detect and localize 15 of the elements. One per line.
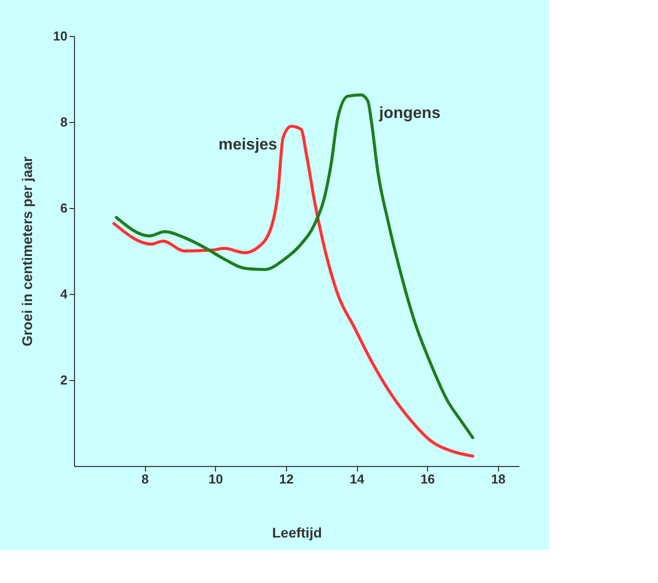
x-tick-label: 18: [491, 472, 506, 486]
x-axis-title: Leeftijd: [272, 524, 322, 540]
x-tick-label: 10: [208, 472, 224, 486]
x-tick-label: 12: [279, 472, 294, 486]
x-tick-label: 8: [142, 472, 149, 486]
series-label: jongens: [378, 104, 441, 122]
y-tick-label: 2: [60, 372, 68, 388]
series-label: meisjes: [218, 136, 278, 154]
y-tick-label: 8: [60, 114, 68, 130]
y-axis-title: Groei in centimeters per jaar: [19, 156, 36, 346]
x-tick-label: 16: [420, 472, 435, 486]
x-tick-label: 14: [350, 472, 366, 486]
y-tick-label: 6: [60, 200, 68, 216]
y-tick-label: 10: [53, 28, 68, 44]
y-tick-label: 4: [60, 286, 68, 302]
